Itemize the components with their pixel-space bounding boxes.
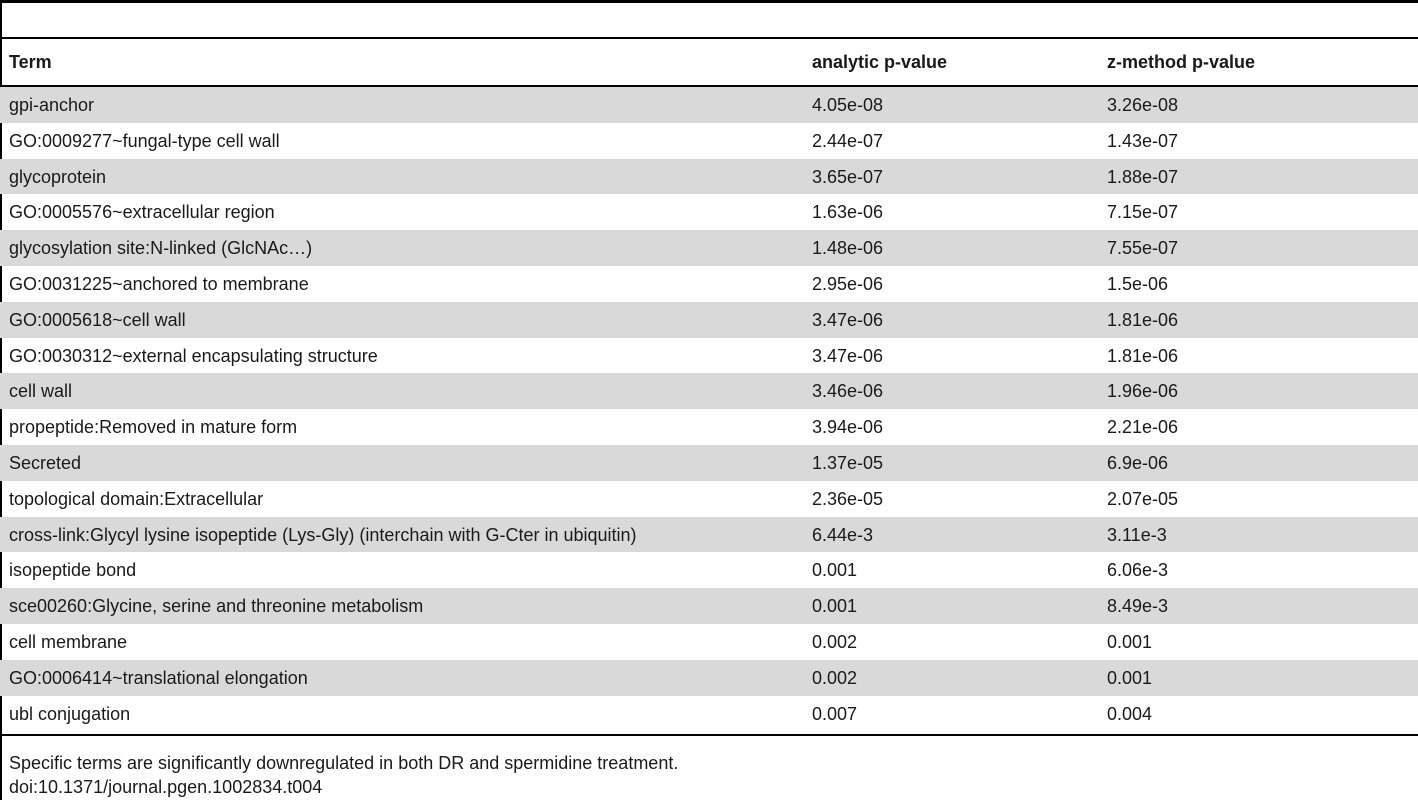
cell-analytic-p-value: 0.007 <box>812 703 858 724</box>
cell-z-method-p-value: 0.001 <box>1107 667 1153 688</box>
table-row: cell wall 3.46e-06 1.96e-06 <box>0 373 1418 410</box>
cell-z-method-p-value: 2.21e-06 <box>1107 417 1179 438</box>
table-row: cross-link:Glycyl lysine isopeptide (Lys… <box>0 516 1418 553</box>
table-row: sce00260:Glycine, serine and threonine m… <box>0 588 1418 624</box>
cell-term: GO:0005576~extracellular region <box>9 202 275 223</box>
table-top-rule <box>0 37 1418 39</box>
cell-term: topological domain:Extracellular <box>9 488 264 509</box>
cell-z-method-p-value: 1.96e-06 <box>1107 381 1179 402</box>
cell-analytic-p-value: 0.002 <box>812 667 858 688</box>
cell-analytic-p-value: 3.94e-06 <box>812 417 884 438</box>
cell-term: cell wall <box>9 381 73 402</box>
header-z-method-p-value: z-method p-value <box>1107 52 1256 72</box>
cell-z-method-p-value: 0.004 <box>1107 703 1153 724</box>
cell-z-method-p-value: 2.07e-05 <box>1107 488 1179 509</box>
table-row: propeptide:Removed in mature form 3.94e-0… <box>0 409 1418 445</box>
cell-term: GO:0031225~anchored to membrane <box>9 273 309 294</box>
table-row: ubl conjugation 0.007 0.004 <box>0 696 1418 732</box>
header-bottom-rule <box>0 85 1418 87</box>
table-footnote: Specific terms are significantly downreg… <box>9 753 679 773</box>
cell-term: gpi-anchor <box>9 95 95 115</box>
cell-z-method-p-value: 3.26e-08 <box>1107 95 1179 115</box>
cell-analytic-p-value: 0.001 <box>812 596 858 617</box>
cell-z-method-p-value: 1.81e-06 <box>1107 309 1179 330</box>
cell-term: cell membrane <box>9 631 128 652</box>
cell-z-method-p-value: 6.06e-3 <box>1107 560 1169 581</box>
cell-z-method-p-value: 1.81e-06 <box>1107 345 1179 366</box>
cell-analytic-p-value: 0.002 <box>812 631 858 652</box>
table-body: gpi-anchor 4.05e-08 3.26e-08 GO:0009277~fun… <box>0 87 1418 731</box>
top-rule <box>0 0 1418 3</box>
cell-term: ubl conjugation <box>9 703 131 724</box>
cell-term: Secreted <box>9 452 82 473</box>
table-row: GO:0031225~anchored to membrane 2.95e-06 1… <box>0 266 1418 302</box>
cell-z-method-p-value: 7.55e-07 <box>1107 238 1179 259</box>
cell-term: glycosylation site:N-linked (GlcNAc…) <box>9 238 313 259</box>
cell-z-method-p-value: 3.11e-3 <box>1107 524 1167 545</box>
cell-term: glycoprotein <box>9 166 107 187</box>
doi-label: doi:10.1371/journal.pgen.1002834.t004 <box>9 777 323 797</box>
header-term: Term <box>9 52 52 72</box>
cell-analytic-p-value: 1.63e-06 <box>812 202 884 223</box>
cell-z-method-p-value: 1.5e-06 <box>1107 273 1169 294</box>
cell-term: propeptide:Removed in mature form <box>9 417 298 438</box>
table-row: GO:0005618~cell wall 3.47e-06 1.81e-06 <box>0 301 1418 338</box>
cell-analytic-p-value: 1.37e-05 <box>812 452 884 473</box>
cell-analytic-p-value: 2.44e-07 <box>812 130 884 151</box>
table-row: cell membrane 0.002 0.001 <box>0 624 1418 660</box>
table-row: glycosylation site:N-linked (GlcNAc…) 1.4… <box>0 230 1418 266</box>
table-row: gpi-anchor 4.05e-08 3.26e-08 <box>0 87 1418 123</box>
cell-analytic-p-value: 3.46e-06 <box>812 381 884 402</box>
cell-analytic-p-value: 2.95e-06 <box>812 273 884 294</box>
table-row: GO:0009277~fungal-type cell wall 2.44e-07… <box>0 123 1418 159</box>
table-bottom-rule <box>0 734 1418 736</box>
table-row: topological domain:Extracellular 2.36e-05… <box>0 481 1418 517</box>
table-row: GO:0005576~extracellular region 1.63e-06 7… <box>0 194 1418 230</box>
cell-term: isopeptide bond <box>9 560 137 581</box>
cell-z-method-p-value: 1.88e-07 <box>1107 166 1179 187</box>
table-row: glycoprotein 3.65e-07 1.88e-07 <box>0 158 1418 195</box>
header-analytic-p-value: analytic p-value <box>812 52 948 72</box>
cell-z-method-p-value: 6.9e-06 <box>1107 452 1169 473</box>
table-row: GO:0006414~translational elongation 0.002… <box>0 659 1418 696</box>
cell-analytic-p-value: 4.05e-08 <box>812 95 884 115</box>
table-header-row: Term analytic p-value z-method p-value <box>0 40 1418 84</box>
cell-term: cross-link:Glycyl lysine isopeptide (Lys… <box>9 524 637 545</box>
cell-term: GO:0005618~cell wall <box>9 309 186 330</box>
table-row: isopeptide bond 0.001 6.06e-3 <box>0 552 1418 588</box>
cell-term: GO:0009277~fungal-type cell wall <box>9 130 280 151</box>
cell-analytic-p-value: 2.36e-05 <box>812 488 884 509</box>
table-row: GO:0030312~external encapsulating struct… <box>0 338 1418 374</box>
cell-analytic-p-value: 3.47e-06 <box>812 345 884 366</box>
table-row: Secreted 1.37e-05 6.9e-06 <box>0 444 1418 481</box>
cell-term: sce00260:Glycine, serine and threonine m… <box>9 596 424 617</box>
cell-z-method-p-value: 7.15e-07 <box>1107 202 1179 223</box>
cell-term: GO:0030312~external encapsulating struct… <box>9 345 378 366</box>
cell-analytic-p-value: 1.48e-06 <box>812 238 884 259</box>
cell-analytic-p-value: 3.47e-06 <box>812 309 884 330</box>
cell-z-method-p-value: 1.43e-07 <box>1107 130 1179 151</box>
cell-analytic-p-value: 3.65e-07 <box>812 166 884 187</box>
cell-z-method-p-value: 8.49e-3 <box>1107 596 1169 617</box>
cell-analytic-p-value: 6.44e-3 <box>812 524 874 545</box>
cell-analytic-p-value: 0.001 <box>812 560 858 581</box>
cell-z-method-p-value: 0.001 <box>1107 631 1153 652</box>
cell-term: GO:0006414~translational elongation <box>9 667 308 688</box>
